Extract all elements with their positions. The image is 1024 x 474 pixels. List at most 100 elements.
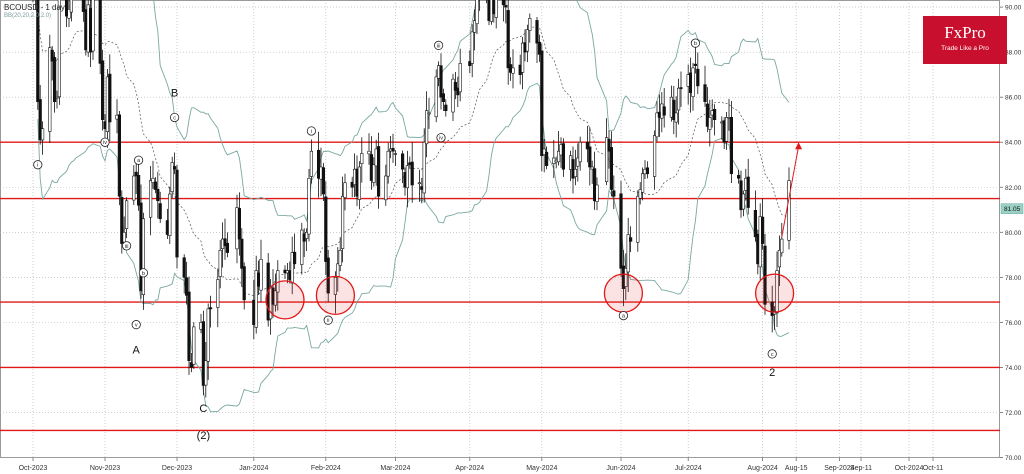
candle-body <box>240 238 244 269</box>
candle-body <box>204 360 208 386</box>
candle-body <box>218 250 222 277</box>
candle-body <box>504 5 508 8</box>
candle <box>636 190 640 252</box>
bollinger-lower-band <box>37 82 790 413</box>
y-tick-label: 76.00 <box>1005 320 1022 327</box>
candle <box>753 190 757 242</box>
candle-body <box>592 168 597 202</box>
candle-body <box>573 168 577 178</box>
candle <box>372 157 376 187</box>
candle-body <box>273 290 278 306</box>
candle-body <box>604 137 609 182</box>
candle-body <box>472 20 477 33</box>
candle <box>300 222 304 275</box>
candle <box>173 152 177 175</box>
wave-label: b <box>694 41 697 47</box>
candle <box>134 161 138 195</box>
candle-body <box>324 196 328 262</box>
y-tick-label: 88.00 <box>1005 50 1022 57</box>
candle-body <box>65 0 69 17</box>
candle-body <box>309 150 314 177</box>
candle <box>170 156 174 198</box>
candle <box>475 0 479 35</box>
candle <box>321 162 326 201</box>
candle-body <box>259 259 263 291</box>
candle <box>501 0 506 22</box>
x-tick-label: Jan-2024 <box>239 465 268 472</box>
x-tick-label: Aug-2024 <box>747 465 777 472</box>
current-price-label: 81.05 <box>1004 206 1021 213</box>
candle <box>137 164 141 211</box>
support-circles-layer <box>265 273 795 320</box>
candle <box>38 84 42 145</box>
candle <box>676 78 681 125</box>
candle <box>763 234 767 315</box>
candle-body <box>367 150 371 155</box>
candle-body <box>52 57 57 102</box>
candle-body <box>216 279 220 308</box>
wave-label-circle <box>306 126 316 136</box>
candle <box>156 171 160 219</box>
candle-body <box>141 218 146 295</box>
y-tick-label: 70.00 <box>1005 455 1022 462</box>
candle <box>472 9 477 51</box>
candle <box>571 146 575 194</box>
candle-body <box>237 208 242 240</box>
x-tick-label: Sep-11 <box>850 465 872 472</box>
candle-body <box>81 0 85 12</box>
candle <box>652 130 657 190</box>
wave-label: ii <box>327 318 329 324</box>
candle <box>204 341 208 398</box>
candle <box>237 192 242 256</box>
candle-body <box>372 164 376 183</box>
candle <box>309 139 314 184</box>
y-tick-label: 80.00 <box>1005 230 1022 237</box>
candle <box>189 353 194 373</box>
y-tick-label: 72.00 <box>1005 410 1022 417</box>
candle <box>333 271 338 314</box>
candle-body <box>652 135 657 177</box>
candle <box>528 13 532 43</box>
candle-body <box>173 166 177 170</box>
grid-layer <box>0 0 1000 458</box>
wave-label: v <box>135 323 138 329</box>
candle <box>91 0 95 60</box>
candle <box>427 98 431 129</box>
candle-body <box>108 73 112 123</box>
candle-body <box>676 87 681 111</box>
candle-body <box>343 182 347 198</box>
candle <box>638 182 642 205</box>
candle-body <box>321 167 326 195</box>
candle-body <box>595 184 599 202</box>
wave-label: c <box>173 115 176 121</box>
candle-body <box>645 167 649 175</box>
candle <box>451 73 455 121</box>
candle <box>391 133 395 163</box>
candle <box>537 34 541 62</box>
candle <box>693 44 697 74</box>
candle <box>655 100 659 142</box>
wave-label: iii <box>125 244 129 250</box>
candle-body <box>192 326 196 365</box>
candle-body <box>307 177 311 235</box>
candle-body <box>101 60 105 121</box>
x-tick-label: Nov-2023 <box>90 465 120 472</box>
candle-body <box>117 114 121 197</box>
wave-label: C <box>199 403 207 415</box>
y-tick-label: 84.00 <box>1005 140 1022 147</box>
candle <box>607 130 611 169</box>
candle <box>736 169 741 184</box>
candle-body <box>38 99 42 141</box>
candle-body <box>185 277 189 296</box>
brand-tagline: Trade Like a Pro <box>941 45 989 52</box>
horizontal-levels-layer <box>0 141 1000 432</box>
x-tick-label: Jul-2024 <box>675 465 702 472</box>
candle <box>192 322 196 369</box>
candle-body <box>672 99 676 120</box>
candle <box>216 268 220 328</box>
candle <box>578 136 582 171</box>
candle-body <box>693 63 697 66</box>
candle <box>65 0 69 28</box>
candle <box>777 235 781 286</box>
